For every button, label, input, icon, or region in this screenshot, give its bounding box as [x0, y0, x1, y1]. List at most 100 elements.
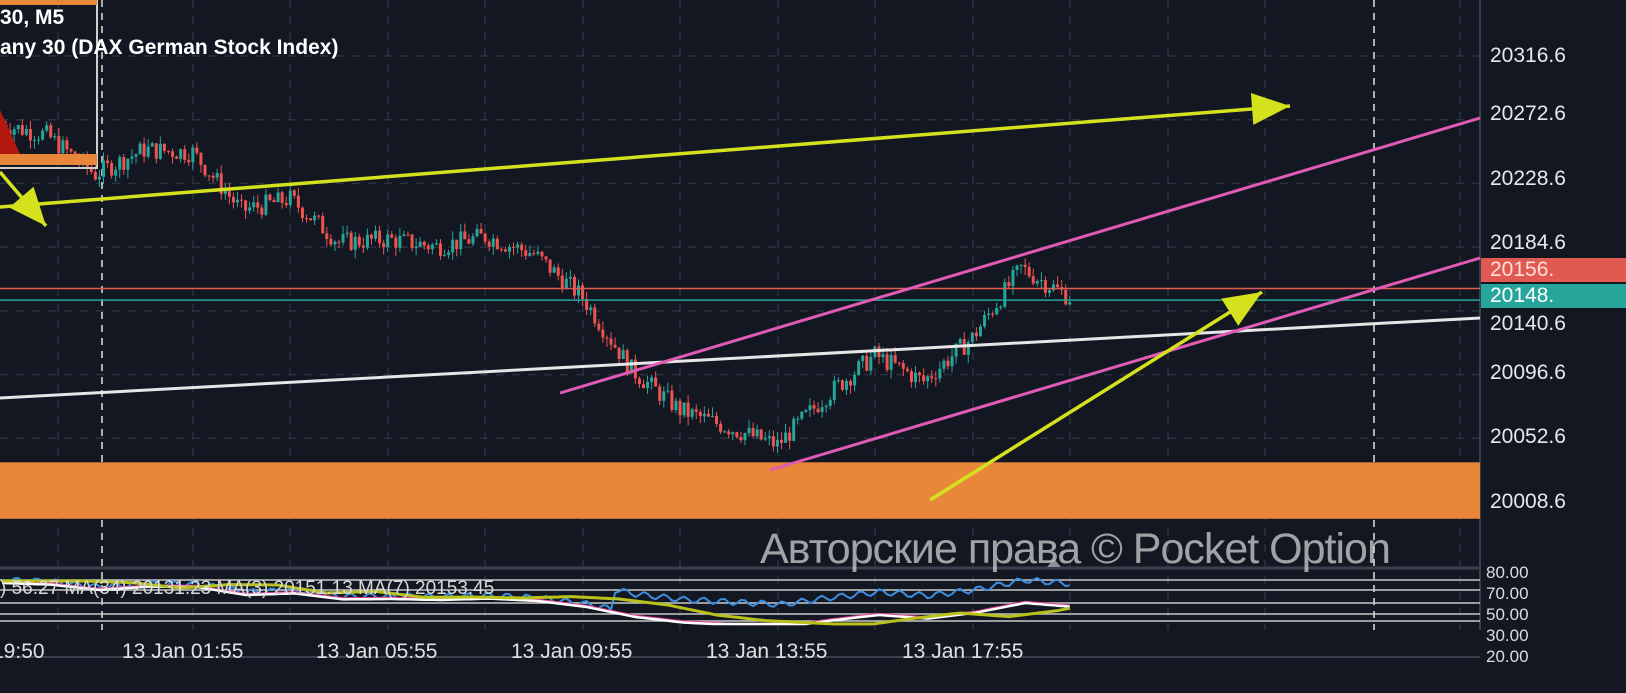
candle-body	[784, 432, 788, 443]
candle-body	[264, 194, 268, 215]
candle-body	[313, 215, 317, 221]
candle-body	[755, 429, 759, 437]
candle-body	[646, 381, 650, 389]
red-triangle-shape	[0, 110, 20, 154]
candle-body	[682, 402, 686, 416]
y-tick-label: 20140.6	[1490, 312, 1566, 335]
candle-body	[788, 432, 792, 441]
candle-body	[1007, 282, 1011, 287]
candle-body	[719, 423, 723, 432]
candle-body	[520, 244, 524, 251]
candle-body	[666, 390, 670, 392]
osc-level-label: 80.00	[1486, 563, 1529, 582]
candle-body	[508, 246, 511, 252]
candle-body	[410, 234, 414, 249]
candle-body	[540, 251, 544, 257]
candle-body	[483, 233, 487, 242]
candle-body	[28, 129, 32, 141]
candle-body	[1035, 280, 1039, 284]
candle-body	[211, 175, 215, 178]
candle-body	[69, 149, 73, 152]
candle-body	[102, 160, 105, 177]
candle-body	[365, 234, 369, 248]
candle-body	[905, 368, 909, 372]
y-tick-label: 20316.6	[1490, 44, 1566, 67]
candle-body	[138, 143, 142, 155]
candle-body	[512, 246, 516, 248]
current-price-tag: 20148.	[1481, 284, 1626, 308]
candle-body	[987, 313, 991, 316]
candle-body	[288, 190, 292, 206]
candle-body	[333, 241, 337, 245]
candle-body	[467, 239, 471, 244]
selection-box	[0, 0, 98, 169]
chart-symbol-timeframe: 30, M5	[0, 6, 65, 29]
candle-body	[593, 307, 597, 324]
candle-body	[857, 361, 861, 375]
candle-body	[32, 139, 36, 141]
candle-body	[690, 409, 694, 417]
candle-body	[548, 259, 552, 273]
candle-body	[378, 230, 382, 244]
candle-body	[1011, 269, 1015, 287]
y-tick-label: 20272.6	[1490, 102, 1566, 125]
candle-body	[812, 405, 816, 409]
candle-body	[183, 149, 187, 160]
candle-body	[406, 234, 410, 236]
candle-body	[552, 267, 556, 273]
candle-body	[463, 231, 467, 240]
candle-body	[402, 234, 406, 236]
candle-body	[658, 386, 662, 401]
candle-body	[832, 380, 836, 401]
candle-body	[991, 313, 995, 315]
candle-body	[65, 140, 69, 150]
candle-body	[808, 405, 812, 411]
candle-body	[654, 377, 658, 387]
candle-body	[162, 143, 166, 151]
channel-lower-line	[769, 256, 1481, 472]
candle-body	[625, 350, 629, 374]
candle-body	[146, 146, 150, 157]
selection-box-orange-bottom	[0, 154, 97, 165]
candle-body	[966, 342, 970, 355]
candle-body	[865, 355, 869, 371]
candle-body	[24, 129, 28, 135]
x-tick-label: 13 Jan 05:55	[316, 640, 438, 663]
candle-body	[89, 167, 93, 172]
candle-body	[650, 377, 654, 382]
candle-body	[471, 236, 475, 244]
candle-body	[12, 129, 16, 135]
candle-body	[674, 400, 678, 411]
candle-body	[357, 236, 361, 246]
candle-body	[743, 433, 747, 441]
candle-body	[296, 195, 300, 208]
candle-body	[130, 156, 134, 159]
candle-body	[796, 418, 800, 420]
candle-body	[889, 355, 893, 370]
y-tick-label: 20228.6	[1490, 167, 1566, 190]
candle-body	[126, 158, 130, 170]
candle-body	[45, 125, 49, 131]
candle-body	[16, 125, 20, 130]
yellow-trend-arrow-long	[0, 104, 1291, 209]
arrowhead-icon	[9, 186, 46, 226]
candle-body	[609, 338, 613, 345]
candle-body	[804, 410, 808, 412]
candle-body	[276, 192, 280, 203]
candle-body	[475, 229, 479, 237]
candle-body	[1039, 280, 1043, 282]
candle-body	[447, 252, 451, 255]
candle-body	[536, 251, 540, 254]
candle-body	[556, 267, 560, 276]
candle-body	[836, 380, 840, 382]
candle-body	[37, 139, 41, 141]
candle-body	[235, 199, 239, 203]
candle-body	[528, 253, 532, 256]
candle-body	[792, 418, 796, 441]
candle-body	[329, 238, 333, 245]
candle-body	[577, 285, 581, 296]
candle-body	[723, 431, 727, 433]
candle-body	[1003, 282, 1007, 307]
candle-body	[767, 436, 771, 438]
